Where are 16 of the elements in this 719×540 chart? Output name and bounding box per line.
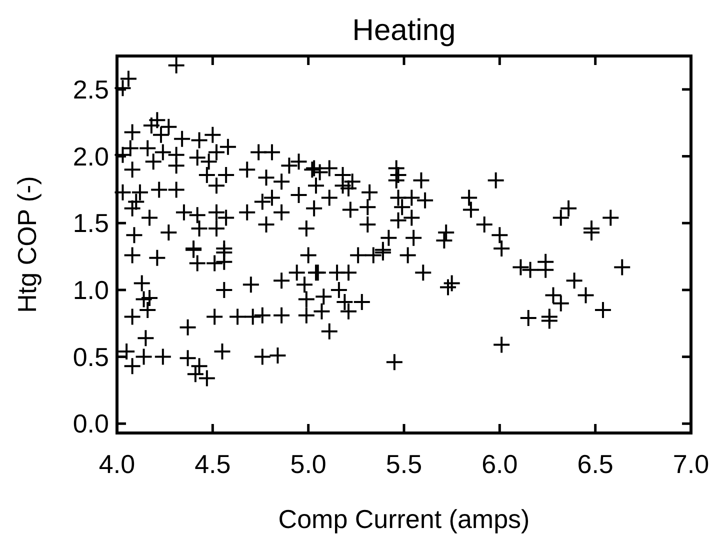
x-axis-title: Comp Current (amps) (278, 504, 530, 534)
y-tick-label: 1.5 (72, 208, 109, 238)
x-tick-label: 7.0 (672, 449, 710, 479)
x-tick-label: 6.0 (482, 449, 518, 479)
y-tick-label: 2.5 (72, 74, 109, 105)
y-tick-label: 0.5 (72, 342, 109, 372)
x-tick-label: 4.5 (194, 449, 231, 479)
x-tick-label: 4.0 (98, 449, 136, 479)
x-tick-label: 6.5 (577, 449, 614, 479)
y-tick-label: 0.0 (72, 408, 109, 439)
chart-title: Heating (352, 14, 456, 47)
y-tick-label: 1.0 (72, 275, 109, 306)
x-tick-label: 5.0 (290, 449, 326, 479)
y-axis-title: Htg COP (-) (12, 176, 42, 313)
y-tick-label: 2.0 (72, 141, 109, 172)
x-tick-label: 5.5 (386, 449, 422, 479)
